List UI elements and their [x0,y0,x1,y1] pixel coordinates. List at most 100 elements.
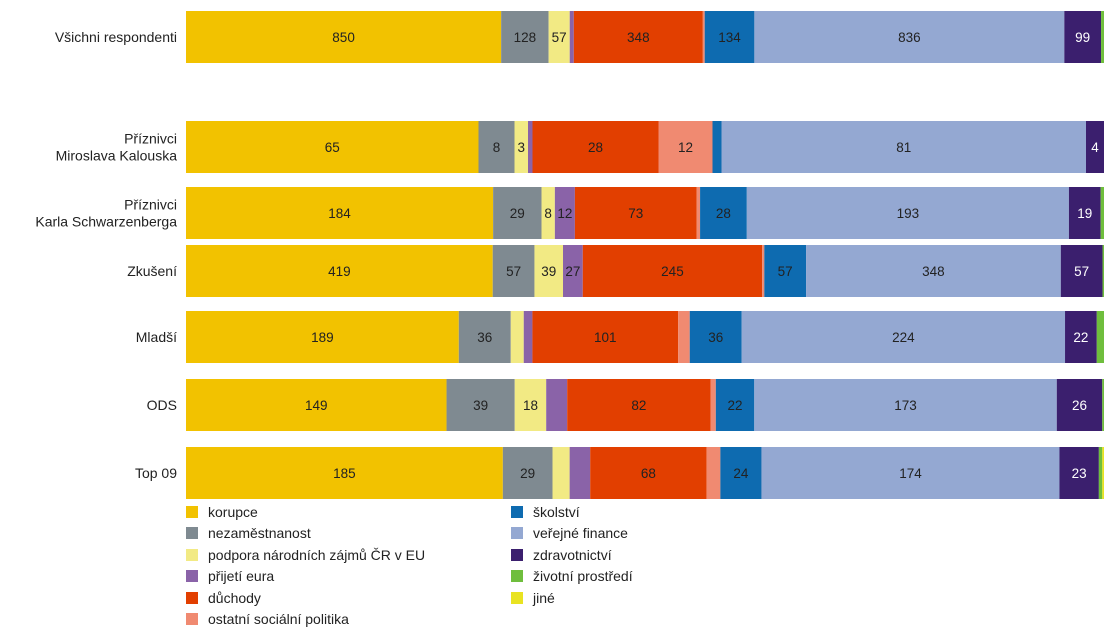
legend-swatch-prijeti-eura [186,570,198,582]
data-label-mladsi-zdravotnictvi: 22 [1073,330,1088,345]
legend-label-prijeti-eura: přijetí eura [208,568,274,584]
legend-item-zdravotnictvi: zdravotnictví [511,545,612,565]
data-label-top-09-nezamestnanost: 29 [520,466,535,481]
data-label-priznivci-karla-schwarzenberga-prijeti-eura: 12 [557,206,572,221]
data-label-mladsi-korupce: 189 [311,330,334,345]
bar-segment-vsichni-respondenti-prijeti-eura [570,11,574,63]
bar-segment-mladsi-zivotni-prostredi [1097,311,1104,363]
legend-item-prijeti-eura: přijetí eura [186,566,274,586]
data-label-ods-podpora-narodnich-zajmu-cr-v-eu: 18 [523,398,538,413]
legend-swatch-jine [511,592,523,604]
data-label-vsichni-respondenti-duchody: 348 [627,30,650,45]
data-label-top-09-skolstvi: 24 [733,466,749,481]
data-label-vsichni-respondenti-verejne-finance: 836 [898,30,921,45]
data-label-ods-skolstvi: 22 [728,398,743,413]
legend-swatch-korupce [186,506,198,518]
legend-swatch-duchody [186,592,198,604]
category-label-priznivci-miroslava-kalouska: Příznivci Miroslava Kalouska [56,131,178,164]
bar-segment-priznivci-miroslava-kalouska-prijeti-eura [528,121,533,173]
bar-segment-top-09-podpora-narodnich-zajmu-cr-v-eu [553,447,570,499]
data-label-top-09-zdravotnictvi: 23 [1072,466,1087,481]
data-label-ods-nezamestnanost: 39 [473,398,488,413]
legend-item-ostatni-socialni-politika: ostatní sociální politika [186,609,349,629]
data-label-zkuseni-verejne-finance: 348 [922,264,945,279]
data-label-zkuseni-duchody: 245 [661,264,684,279]
category-label-top-09: Top 09 [135,465,177,481]
category-label-vsichni-respondenti: Všichni respondenti [55,29,177,45]
legend-item-korupce: korupce [186,502,258,522]
data-label-mladsi-verejne-finance: 224 [892,330,915,345]
legend-label-korupce: korupce [208,504,258,520]
legend-label-verejne-finance: veřejné finance [533,525,628,541]
bar-segment-ods-prijeti-eura [546,379,567,431]
category-label-zkuseni: Zkušení [127,263,177,279]
legend-item-duchody: důchody [186,588,261,608]
data-label-priznivci-karla-schwarzenberga-duchody: 73 [628,206,643,221]
bar-segment-priznivci-miroslava-kalouska-skolstvi [713,121,722,173]
data-label-vsichni-respondenti-korupce: 850 [332,30,355,45]
chart-legend: korupce nezaměstnanost podpora národních z… [186,502,746,642]
data-label-mladsi-duchody: 101 [594,330,617,345]
legend-label-podpora-narodnich-zajmu-cr-v-eu: podpora národních zájmů ČR v EU [208,547,425,563]
legend-swatch-nezamestnanost [186,527,198,539]
bar-segment-top-09-ostatni-socialni-politika [707,447,721,499]
data-label-ods-verejne-finance: 173 [894,398,917,413]
legend-label-ostatni-socialni-politika: ostatní sociální politika [208,611,349,627]
bar-segment-priznivci-karla-schwarzenberga-ostatni-socialni-politika [697,187,700,239]
legend-swatch-skolstvi [511,506,523,518]
stacked-bar-chart: Všichni respondenti 850 128 57 348 134 836 99Př… [0,0,1104,500]
data-label-ods-korupce: 149 [305,398,328,413]
category-label-mladsi: Mladší [136,329,177,345]
data-label-priznivci-karla-schwarzenberga-verejne-finance: 193 [897,206,920,221]
data-label-priznivci-karla-schwarzenberga-zdravotnictvi: 19 [1077,206,1092,221]
data-label-top-09-verejne-finance: 174 [899,466,922,481]
legend-swatch-ostatni-socialni-politika [186,613,198,625]
legend-label-jine: jiné [533,590,555,606]
data-label-priznivci-karla-schwarzenberga-podpora-narodnich-zajmu-cr-v-eu: 8 [544,206,552,221]
data-label-mladsi-nezamestnanost: 36 [477,330,492,345]
data-label-priznivci-miroslava-kalouska-ostatni-socialni-politika: 12 [678,140,693,155]
data-label-mladsi-skolstvi: 36 [708,330,723,345]
data-label-vsichni-respondenti-nezamestnanost: 128 [514,30,537,45]
data-label-priznivci-miroslava-kalouska-korupce: 65 [325,140,340,155]
bar-segment-top-09-zivotni-prostredi [1099,447,1102,499]
data-label-priznivci-miroslava-kalouska-verejne-finance: 81 [896,140,911,155]
data-label-zkuseni-podpora-narodnich-zajmu-cr-v-eu: 39 [541,264,556,279]
legend-item-jine: jiné [511,588,555,608]
data-label-priznivci-karla-schwarzenberga-nezamestnanost: 29 [510,206,525,221]
data-label-ods-duchody: 82 [631,398,646,413]
data-label-priznivci-miroslava-kalouska-duchody: 28 [588,140,603,155]
data-label-priznivci-karla-schwarzenberga-korupce: 184 [328,206,351,221]
legend-item-zivotni-prostredi: životní prostředí [511,566,633,586]
legend-swatch-verejne-finance [511,527,523,539]
data-label-ods-zdravotnictvi: 26 [1072,398,1087,413]
data-label-priznivci-karla-schwarzenberga-skolstvi: 28 [716,206,731,221]
category-label-ods: ODS [147,397,177,413]
legend-item-verejne-finance: veřejné finance [511,523,628,543]
legend-item-nezamestnanost: nezaměstnanost [186,523,311,543]
legend-swatch-zdravotnictvi [511,549,523,561]
legend-item-skolstvi: školství [511,502,580,522]
data-label-zkuseni-korupce: 419 [328,264,351,279]
bar-segment-top-09-prijeti-eura [570,447,591,499]
data-label-vsichni-respondenti-skolstvi: 134 [718,30,741,45]
data-label-top-09-duchody: 68 [641,466,656,481]
legend-label-zivotni-prostredi: životní prostředí [533,568,633,584]
data-label-priznivci-miroslava-kalouska-podpora-narodnich-zajmu-cr-v-eu: 3 [517,140,525,155]
legend-swatch-podpora-narodnich-zajmu-cr-v-eu [186,549,198,561]
data-label-zkuseni-prijeti-eura: 27 [565,264,580,279]
data-label-top-09-korupce: 185 [333,466,356,481]
bar-segment-vsichni-respondenti-ostatni-socialni-politika [703,11,705,63]
data-label-priznivci-miroslava-kalouska-zdravotnictvi: 4 [1091,140,1099,155]
data-label-priznivci-miroslava-kalouska-nezamestnanost: 8 [493,140,501,155]
bar-segment-priznivci-karla-schwarzenberga-zivotni-prostredi [1101,187,1104,239]
legend-label-duchody: důchody [208,590,261,606]
data-label-zkuseni-zdravotnictvi: 57 [1074,264,1089,279]
bar-segment-zkuseni-ostatni-socialni-politika [762,245,764,297]
legend-label-nezamestnanost: nezaměstnanost [208,525,311,541]
bar-segment-mladsi-podpora-narodnich-zajmu-cr-v-eu [511,311,524,363]
data-label-vsichni-respondenti-zdravotnictvi: 99 [1075,30,1090,45]
legend-label-skolstvi: školství [533,504,580,520]
category-label-priznivci-karla-schwarzenberga: Příznivci Karla Schwarzenberga [35,197,177,230]
bar-segment-mladsi-prijeti-eura [524,311,533,363]
